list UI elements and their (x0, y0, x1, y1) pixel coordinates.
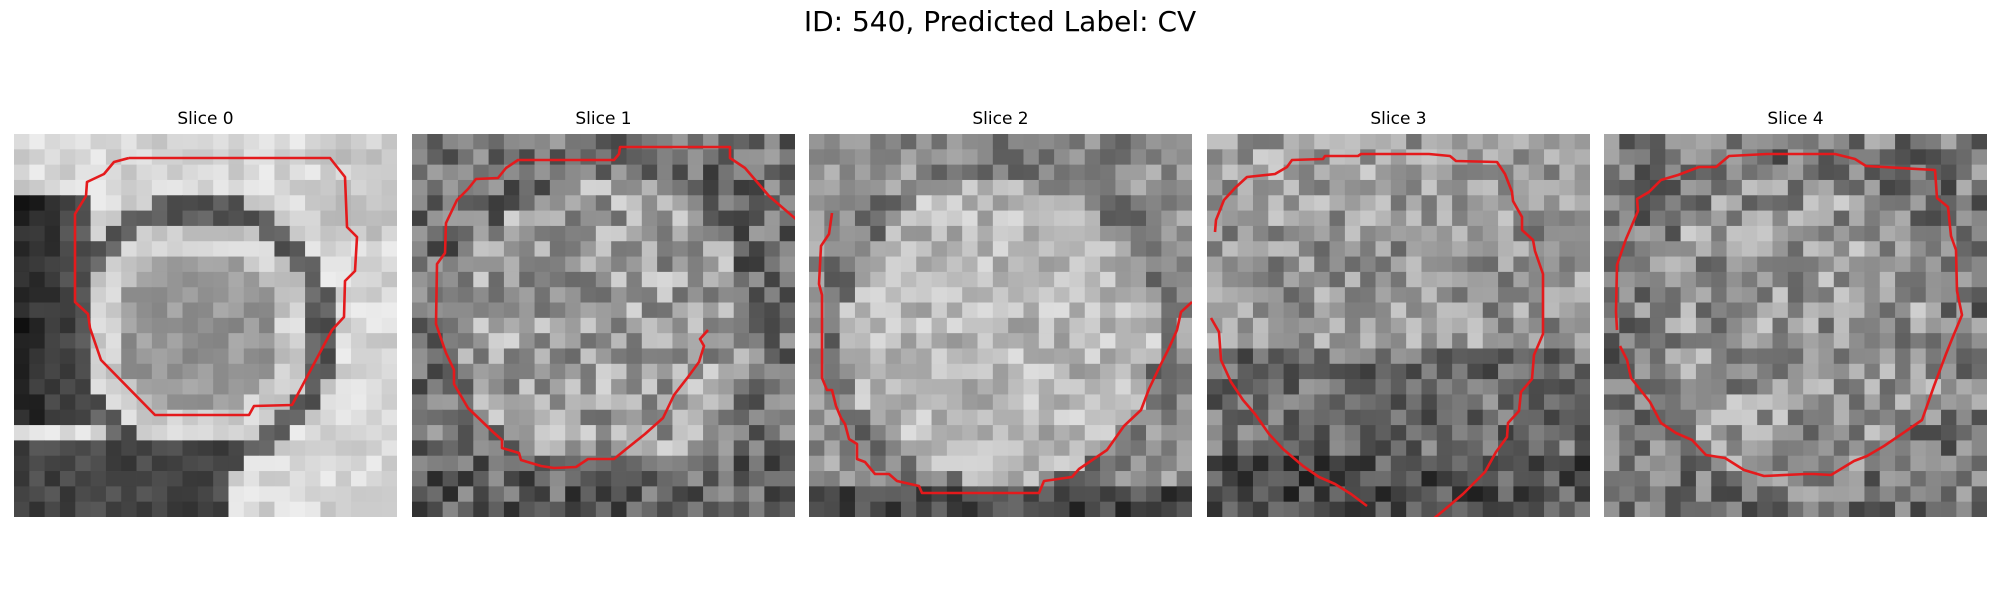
slice-image-3 (1207, 134, 1590, 517)
pixel-grid (1604, 134, 1987, 517)
segmentation-contour (1213, 152, 1545, 517)
pixel-grid (412, 134, 795, 517)
segmentation-contour (1614, 152, 1964, 478)
pixel-grid (809, 134, 1192, 517)
segmentation-contour (817, 212, 1192, 495)
slice-title: Slice 4 (1767, 109, 1824, 129)
slice-image-1 (412, 134, 795, 517)
slice-title: Slice 1 (575, 109, 632, 129)
pixel-grid (14, 134, 397, 517)
slice-title: Slice 3 (1370, 109, 1427, 129)
pixel-grid (1207, 134, 1590, 517)
slice-title: Slice 2 (972, 109, 1029, 129)
slice-title: Slice 0 (177, 109, 234, 129)
figure-title: ID: 540, Predicted Label: CV (803, 5, 1197, 38)
segmentation-contour (73, 156, 359, 417)
segmentation-contour (1209, 317, 1368, 508)
slice-image-4 (1604, 134, 1987, 517)
slice-image-2 (809, 134, 1192, 517)
segmentation-contour (434, 145, 795, 470)
slice-image-0 (14, 134, 397, 517)
